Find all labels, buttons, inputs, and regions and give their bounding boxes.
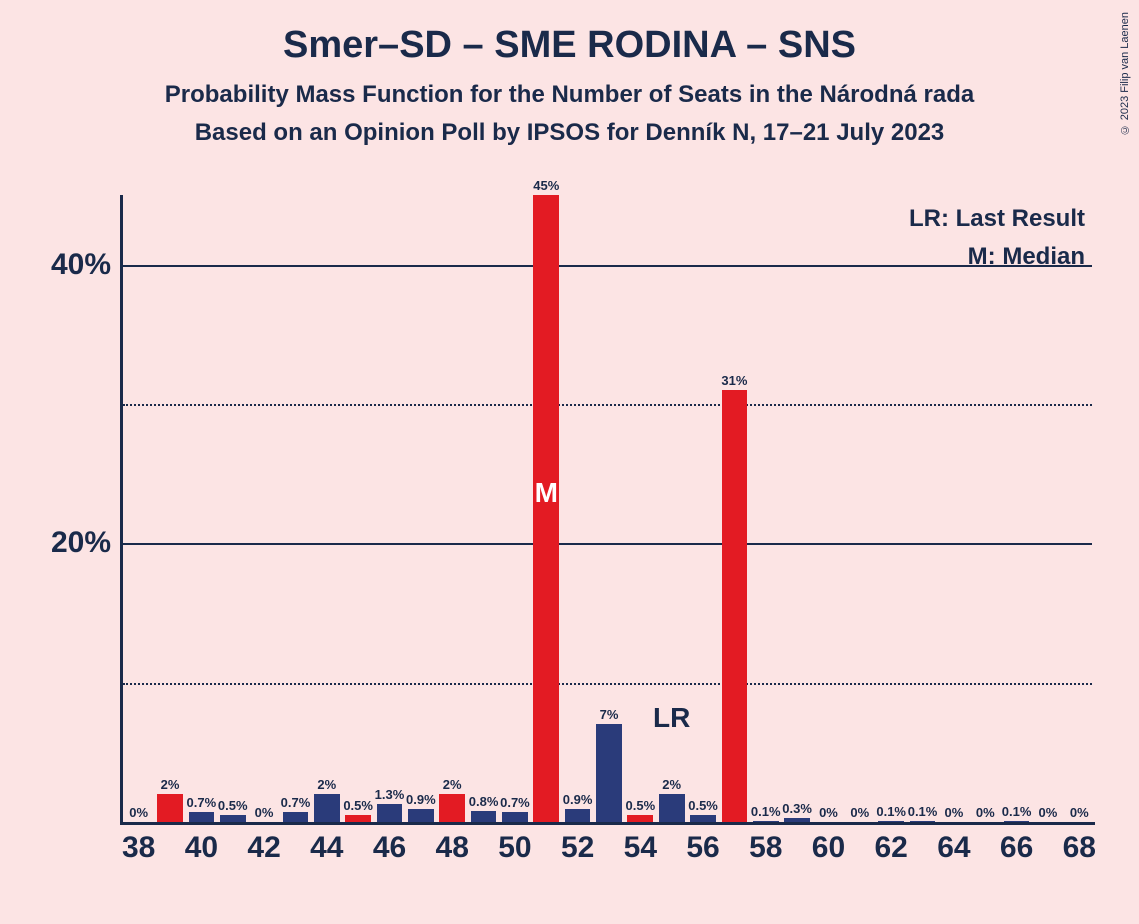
bar-value-label: 0.9% bbox=[563, 792, 593, 807]
bar-seat-56: 0.5% bbox=[690, 815, 716, 822]
x-tick-label: 64 bbox=[937, 831, 970, 865]
gridline bbox=[123, 404, 1092, 406]
bar-seat-44: 2% bbox=[314, 794, 340, 822]
bar-value-label: 0.7% bbox=[500, 795, 530, 810]
chart-plot-area: LR: Last Result M: Median 40%20%0%2%0.7%… bbox=[120, 195, 1095, 825]
bar-value-label: 0% bbox=[850, 805, 869, 820]
bar-seat-62: 0.1% bbox=[878, 821, 904, 822]
x-tick-label: 40 bbox=[185, 831, 218, 865]
bar-value-label: 0.8% bbox=[469, 794, 499, 809]
bar-value-label: 45% bbox=[533, 178, 559, 193]
bar-value-label: 2% bbox=[161, 777, 180, 792]
bar-value-label: 0.1% bbox=[876, 804, 906, 819]
bar-seat-51: 45% bbox=[533, 195, 559, 822]
y-axis-line bbox=[120, 195, 123, 825]
copyright-text: © 2023 Filip van Laenen bbox=[1119, 12, 1131, 135]
bar-value-label: 2% bbox=[662, 777, 681, 792]
y-tick-label: 40% bbox=[51, 248, 111, 282]
bar-value-label: 0.9% bbox=[406, 792, 436, 807]
bar-value-label: 0% bbox=[255, 805, 274, 820]
bar-seat-41: 0.5% bbox=[220, 815, 246, 822]
bar-seat-63: 0.1% bbox=[910, 821, 936, 822]
bar-value-label: 0.7% bbox=[187, 795, 217, 810]
y-tick-label: 20% bbox=[51, 526, 111, 560]
bar-value-label: 0% bbox=[819, 805, 838, 820]
x-tick-label: 46 bbox=[373, 831, 406, 865]
gridline bbox=[123, 265, 1092, 267]
bar-value-label: 0% bbox=[1070, 805, 1089, 820]
x-axis-line bbox=[120, 822, 1095, 825]
bar-value-label: 0.1% bbox=[751, 804, 781, 819]
bar-value-label: 0.5% bbox=[343, 798, 373, 813]
bar-value-label: 0.1% bbox=[1002, 804, 1032, 819]
bar-value-label: 0.5% bbox=[688, 798, 718, 813]
bar-value-label: 0% bbox=[1039, 805, 1058, 820]
bar-seat-40: 0.7% bbox=[189, 812, 215, 822]
bar-seat-46: 1.3% bbox=[377, 804, 403, 822]
x-tick-label: 52 bbox=[561, 831, 594, 865]
bar-value-label: 0.7% bbox=[281, 795, 311, 810]
x-tick-label: 42 bbox=[247, 831, 280, 865]
bar-seat-58: 0.1% bbox=[753, 821, 779, 822]
last-result-marker: LR bbox=[653, 702, 690, 734]
gridline bbox=[123, 543, 1092, 545]
bar-value-label: 0% bbox=[944, 805, 963, 820]
chart-main-title: Smer–SD – SME RODINA – SNS bbox=[0, 24, 1139, 67]
bar-seat-43: 0.7% bbox=[283, 812, 309, 822]
bar-value-label: 31% bbox=[721, 373, 747, 388]
bar-value-label: 0.5% bbox=[626, 798, 656, 813]
bar-seat-55: 2% bbox=[659, 794, 685, 822]
bar-seat-52: 0.9% bbox=[565, 809, 591, 822]
bar-seat-57: 31% bbox=[722, 390, 748, 822]
gridline bbox=[123, 683, 1092, 685]
x-tick-label: 50 bbox=[498, 831, 531, 865]
bar-value-label: 1.3% bbox=[375, 787, 405, 802]
x-tick-label: 58 bbox=[749, 831, 782, 865]
bar-value-label: 0.1% bbox=[908, 804, 938, 819]
legend-lr: LR: Last Result bbox=[909, 201, 1085, 237]
x-tick-label: 56 bbox=[686, 831, 719, 865]
x-tick-label: 62 bbox=[875, 831, 908, 865]
bar-value-label: 0% bbox=[129, 805, 148, 820]
bar-seat-47: 0.9% bbox=[408, 809, 434, 822]
x-tick-label: 54 bbox=[624, 831, 657, 865]
x-tick-label: 44 bbox=[310, 831, 343, 865]
title-block: Smer–SD – SME RODINA – SNS Probability M… bbox=[0, 0, 1139, 147]
bar-value-label: 0.5% bbox=[218, 798, 248, 813]
bar-seat-50: 0.7% bbox=[502, 812, 528, 822]
bar-seat-39: 2% bbox=[157, 794, 183, 822]
legend-m: M: Median bbox=[909, 239, 1085, 275]
bar-value-label: 2% bbox=[317, 777, 336, 792]
bar-seat-49: 0.8% bbox=[471, 811, 497, 822]
bar-value-label: 0% bbox=[976, 805, 995, 820]
chart-subtitle-2: Based on an Opinion Poll by IPSOS for De… bbox=[0, 119, 1139, 147]
bar-seat-48: 2% bbox=[439, 794, 465, 822]
chart-subtitle-1: Probability Mass Function for the Number… bbox=[0, 81, 1139, 109]
bar-value-label: 0.3% bbox=[782, 801, 812, 816]
bar-value-label: 7% bbox=[600, 707, 619, 722]
bar-seat-54: 0.5% bbox=[627, 815, 653, 822]
bar-seat-53: 7% bbox=[596, 724, 622, 822]
x-tick-label: 38 bbox=[122, 831, 155, 865]
x-tick-label: 48 bbox=[436, 831, 469, 865]
bar-seat-66: 0.1% bbox=[1004, 821, 1030, 822]
bar-seat-45: 0.5% bbox=[345, 815, 371, 822]
x-tick-label: 66 bbox=[1000, 831, 1033, 865]
bar-value-label: 2% bbox=[443, 777, 462, 792]
bar-seat-59: 0.3% bbox=[784, 818, 810, 822]
x-tick-label: 60 bbox=[812, 831, 845, 865]
x-tick-label: 68 bbox=[1063, 831, 1096, 865]
